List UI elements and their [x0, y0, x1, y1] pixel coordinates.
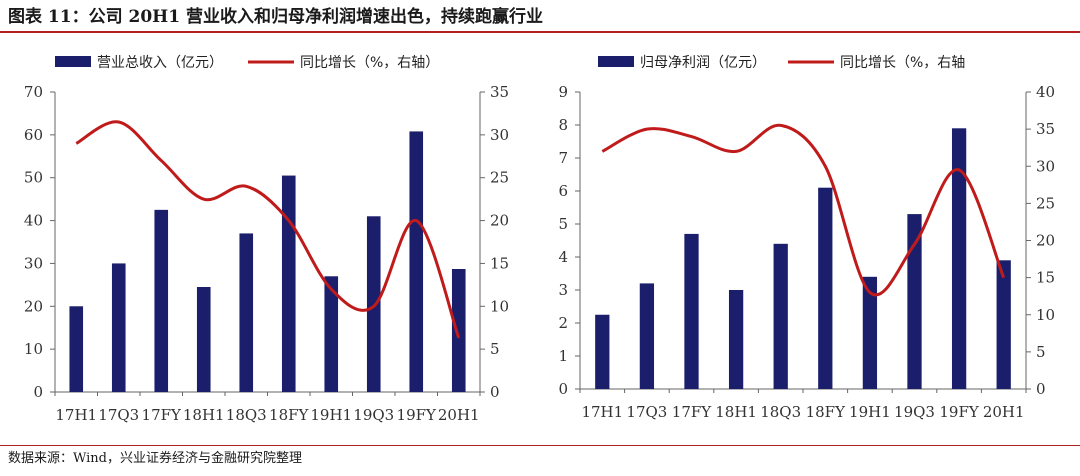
category-label: 17FY: [142, 406, 182, 424]
bar: [639, 283, 655, 389]
growth-line: [601, 123, 1006, 297]
left-tick-label: 30: [24, 254, 43, 272]
bar: [281, 175, 296, 392]
legend-bar-label: 营业总收入（亿元）: [97, 55, 223, 71]
legend-bar-label: 归母净利润（亿元）: [640, 54, 766, 71]
bar: [951, 128, 967, 390]
category-label: 17H1: [55, 406, 97, 424]
left-tick-label: 1: [558, 347, 568, 365]
right-tick-label: 25: [490, 169, 509, 187]
category-label: 20H1: [983, 403, 1025, 421]
left-tick-label: 70: [24, 83, 43, 101]
category-label: 18Q3: [760, 403, 801, 421]
bar: [409, 131, 424, 392]
right-tick-label: 10: [1036, 306, 1055, 324]
bar: [773, 243, 788, 389]
category-label: 18Q3: [226, 406, 267, 424]
source-rule: [0, 445, 1080, 446]
right-tick-label: 10: [490, 297, 509, 315]
category-label: 19Q3: [353, 406, 394, 424]
bar: [69, 306, 84, 392]
bar: [111, 263, 126, 392]
right-tick-label: 20: [1036, 232, 1055, 250]
right-tick-label: 30: [490, 126, 509, 144]
bar: [862, 276, 878, 389]
bar: [451, 269, 466, 392]
category-label: 19H1: [310, 406, 352, 424]
right-tick-label: 30: [1036, 157, 1055, 175]
category-label: 17FY: [672, 403, 712, 421]
category-label: 18H1: [715, 403, 757, 421]
category-label: 18H1: [183, 406, 225, 424]
title-rule: [0, 31, 1080, 33]
legend: 归母净利润（亿元） 同比增长（%，右轴: [598, 54, 965, 71]
bar: [907, 214, 922, 389]
right-tick-label: 5: [1036, 343, 1046, 361]
left-tick-label: 7: [558, 149, 568, 167]
category-label: 19FY: [397, 406, 437, 424]
right-tick-label: 25: [1036, 194, 1055, 212]
right-tick-label: 15: [1036, 269, 1055, 287]
category-label: 17H1: [581, 403, 623, 421]
category-label: 18FY: [269, 406, 309, 424]
right-tick-label: 5: [490, 340, 500, 358]
category-label: 19Q3: [894, 403, 935, 421]
left-tick-label: 3: [558, 281, 568, 299]
left-tick-label: 50: [24, 169, 43, 187]
left-tick-label: 6: [558, 182, 568, 200]
bar: [684, 233, 699, 389]
left-tick-label: 8: [558, 116, 568, 134]
bar: [996, 260, 1011, 389]
legend-line-label: 同比增长（%，右轴: [840, 55, 965, 71]
bar: [595, 314, 610, 389]
bar: [239, 233, 254, 392]
category-label: 19FY: [939, 403, 979, 421]
bar: [196, 287, 211, 392]
right-tick-label: 35: [1036, 120, 1055, 138]
category-label: 17Q3: [626, 403, 667, 421]
category-label: 20H1: [438, 406, 480, 424]
left-tick-label: 0: [33, 383, 43, 401]
left-tick-label: 4: [558, 248, 568, 266]
left-tick-label: 9: [558, 83, 568, 101]
source-note: 数据来源：Wind，兴业证券经济与金融研究院整理: [8, 451, 302, 466]
legend-bar-swatch: [598, 56, 634, 67]
bar: [818, 187, 833, 389]
left-tick-label: 40: [24, 212, 43, 230]
left-tick-label: 10: [24, 340, 43, 358]
category-label: 17Q3: [98, 406, 139, 424]
legend: 营业总收入（亿元） 同比增长（%，右轴）: [55, 55, 439, 71]
left-tick-label: 2: [558, 314, 568, 332]
right-tick-label: 0: [490, 383, 500, 401]
right-tick-label: 0: [1036, 380, 1046, 398]
left-tick-label: 60: [24, 126, 43, 144]
figure-title: 图表 11：公司 20H1 营业收入和归母净利润增速出色，持续跑赢行业: [8, 7, 543, 27]
right-tick-label: 15: [490, 254, 509, 272]
left-tick-label: 0: [558, 380, 568, 398]
bar: [728, 290, 744, 389]
right-tick-label: 35: [490, 83, 509, 101]
bar: [324, 276, 339, 392]
category-label: 18FY: [806, 403, 846, 421]
right-tick-label: 20: [490, 212, 509, 230]
right-tick-label: 40: [1036, 83, 1055, 101]
bar: [154, 209, 169, 392]
legend-bar-swatch: [55, 56, 91, 67]
legend-line-label: 同比增长（%，右轴）: [300, 55, 439, 71]
left-tick-label: 20: [24, 297, 43, 315]
growth-line: [75, 120, 461, 339]
category-label: 19H1: [849, 403, 891, 421]
revenue-chart: 0 10 20 30 40 50 60 70 0 5 10 15 20 25 30 35 17H1 17Q3 17F…: [24, 55, 509, 424]
left-tick-label: 5: [558, 215, 568, 233]
bar: [366, 216, 381, 392]
